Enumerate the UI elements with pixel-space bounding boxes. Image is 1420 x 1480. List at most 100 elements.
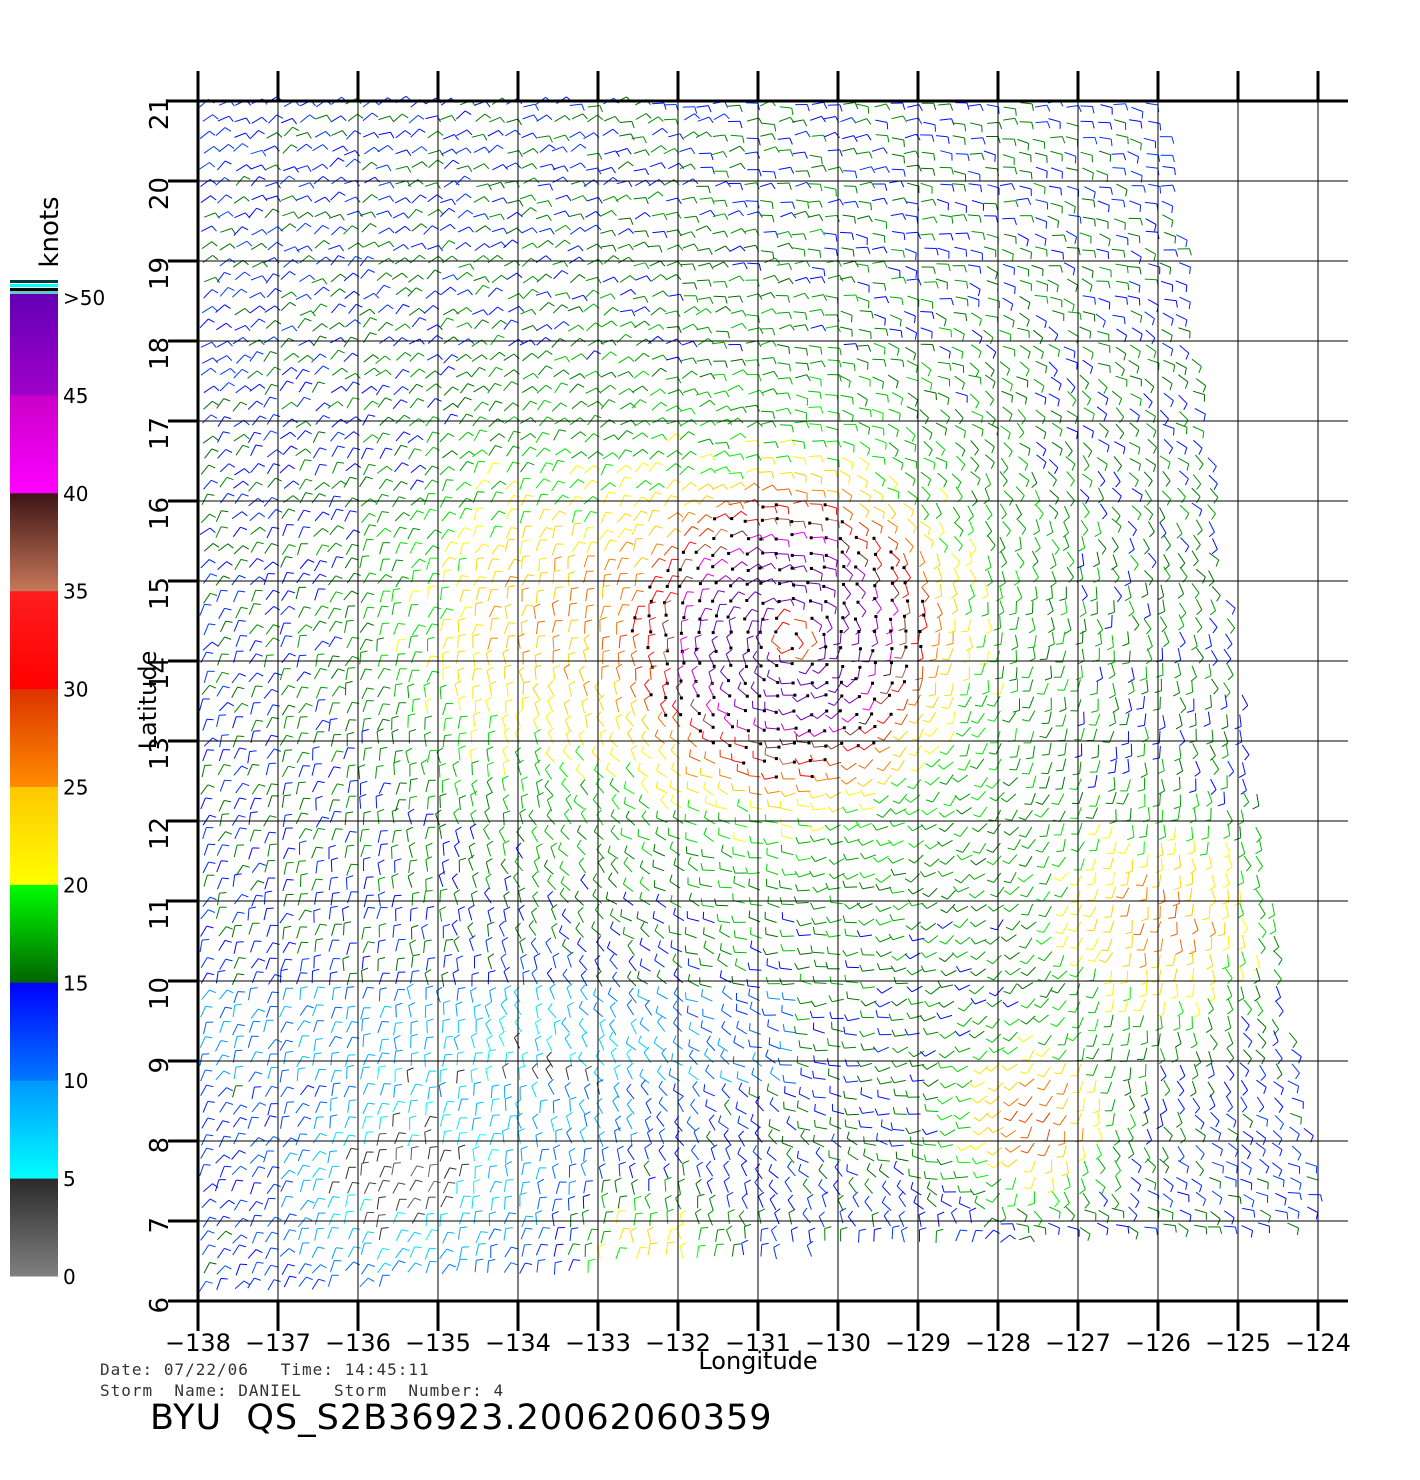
wind-barb	[686, 1116, 697, 1132]
wind-barb	[554, 382, 569, 394]
wind-barb	[248, 557, 264, 568]
wind-barb	[1055, 905, 1069, 917]
wind-barb	[248, 987, 258, 1001]
wind-barb	[585, 1065, 592, 1082]
wind-barb	[937, 870, 954, 877]
wind-barb	[809, 599, 823, 612]
wind-barb	[377, 876, 386, 892]
wind-barb	[459, 542, 470, 556]
wind-barb	[920, 965, 937, 973]
wind-barb	[1123, 986, 1131, 1002]
wind-barb	[940, 889, 956, 900]
wind-barb	[860, 1000, 877, 1007]
wind-barb	[1086, 968, 1096, 982]
wind-barb	[962, 648, 971, 664]
wind-barb	[719, 749, 732, 761]
wind-barb	[562, 744, 572, 761]
wind-barb	[519, 937, 526, 954]
wind-barb	[408, 274, 424, 283]
wind-barb	[533, 856, 541, 873]
wind-barb	[329, 322, 345, 330]
wind-barb	[921, 586, 930, 603]
wind-barb	[200, 909, 216, 920]
wind-barb	[938, 521, 945, 538]
wind-barb	[531, 968, 538, 985]
wind-barb	[346, 1021, 359, 1033]
wind-barb	[650, 145, 667, 153]
wind-barb	[908, 745, 922, 757]
wind-barb	[922, 425, 933, 440]
wind-barb	[217, 448, 233, 459]
wind-barb	[265, 762, 277, 776]
wind-barb	[472, 525, 484, 538]
wind-barb	[1191, 550, 1199, 567]
wind-barb	[632, 295, 649, 303]
wind-barb	[424, 1052, 432, 1067]
wind-barb	[686, 781, 699, 794]
wind-barb	[684, 813, 697, 826]
wind-barb	[521, 257, 538, 268]
wind-barb	[702, 713, 715, 729]
wind-barb	[953, 312, 968, 322]
wind-barb	[827, 346, 842, 356]
wind-barb	[459, 450, 475, 460]
wind-barb	[1254, 985, 1261, 1002]
wind-barb	[1048, 458, 1059, 475]
wind-barb	[763, 838, 779, 845]
wind-barb	[608, 1031, 619, 1047]
wind-barb	[743, 228, 760, 236]
wind-barb	[713, 1243, 724, 1257]
wind-barb	[1017, 982, 1034, 990]
wind-barb	[1035, 360, 1048, 374]
wind-barb	[795, 713, 814, 721]
wind-barb	[1088, 823, 1101, 836]
wind-barb	[1111, 198, 1126, 208]
wind-barb	[649, 450, 665, 460]
wind-barb	[379, 1038, 389, 1052]
wind-barb	[391, 894, 402, 908]
wind-barb	[475, 1243, 486, 1256]
wind-barb	[1143, 505, 1154, 521]
wind-barb	[424, 465, 439, 476]
wind-barb	[520, 953, 527, 970]
wind-barb	[216, 685, 230, 697]
wind-barb	[282, 749, 293, 763]
wind-barb	[773, 1243, 781, 1260]
wind-barb	[744, 1179, 752, 1196]
wind-barb	[1107, 600, 1115, 615]
wind-barb	[378, 972, 390, 985]
wind-barb	[580, 1159, 587, 1176]
wind-barb	[249, 512, 265, 522]
wind-barb	[330, 508, 344, 521]
wind-barb	[891, 1061, 908, 1068]
wind-barb	[1085, 938, 1099, 951]
wind-barb	[362, 434, 379, 443]
wind-barb	[795, 181, 812, 189]
wind-barb	[1110, 746, 1118, 762]
wind-barb	[1115, 407, 1125, 424]
wind-barb	[363, 1211, 375, 1224]
wind-barb	[204, 212, 221, 219]
wind-barb	[778, 580, 795, 588]
wind-barb	[518, 666, 525, 683]
wind-barb	[456, 289, 473, 296]
wind-barb	[1052, 234, 1067, 242]
wind-barb	[1067, 278, 1079, 293]
wind-barb	[475, 113, 491, 122]
wind-barb	[200, 513, 216, 524]
wind-barb	[1098, 952, 1114, 963]
wind-barb	[315, 402, 331, 412]
wind-barb	[377, 808, 385, 824]
wind-barb	[295, 812, 309, 825]
wind-barb	[250, 463, 265, 473]
wind-barb	[346, 972, 358, 986]
wind-barb	[473, 385, 490, 393]
wind-barb	[796, 1150, 809, 1164]
wind-barb	[709, 1194, 716, 1211]
wind-barb	[459, 1246, 469, 1260]
wind-barb	[920, 134, 935, 142]
wind-barb	[202, 861, 216, 874]
wind-barb	[522, 680, 531, 695]
wind-barb	[1191, 358, 1202, 374]
wind-barb	[968, 103, 984, 112]
